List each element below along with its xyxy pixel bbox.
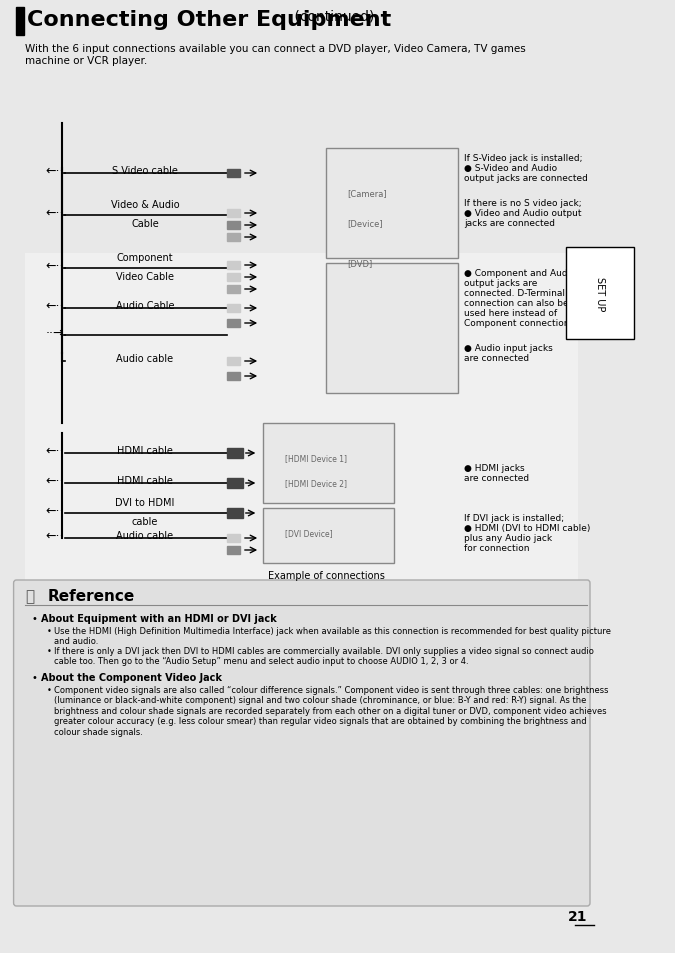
Text: ● HDMI (DVI to HDMI cable): ● HDMI (DVI to HDMI cable) xyxy=(464,523,591,533)
Text: If DVI jack is installed;: If DVI jack is installed; xyxy=(464,514,564,522)
Text: ● Video and Audio output: ● Video and Audio output xyxy=(464,209,582,218)
Text: ←··: ←·· xyxy=(45,504,64,517)
Text: ● Component and Audio: ● Component and Audio xyxy=(464,269,576,277)
Text: ←··: ←·· xyxy=(45,164,64,177)
Text: If there is only a DVI jack then DVI to HDMI cables are commercially available. : If there is only a DVI jack then DVI to … xyxy=(55,646,594,666)
Bar xyxy=(227,222,240,230)
Bar xyxy=(227,357,240,366)
Text: are connected: are connected xyxy=(464,474,529,482)
Text: •: • xyxy=(47,626,55,636)
Bar xyxy=(227,509,243,518)
Bar xyxy=(227,373,240,380)
Text: for connection: for connection xyxy=(464,543,529,553)
Bar xyxy=(16,8,24,36)
Text: ←··: ←·· xyxy=(45,259,64,273)
Text: ←··: ←·· xyxy=(45,474,64,487)
Text: [DVI Device]: [DVI Device] xyxy=(286,529,333,537)
Text: Component connection.: Component connection. xyxy=(464,318,572,328)
Text: 📖: 📖 xyxy=(26,588,34,603)
Bar xyxy=(227,478,243,489)
Text: plus any Audio jack: plus any Audio jack xyxy=(464,534,552,542)
Text: Component: Component xyxy=(117,253,173,263)
Text: With the 6 input connections available you can connect a DVD player, Video Camer: With the 6 input connections available y… xyxy=(26,44,526,66)
Text: are connected: are connected xyxy=(464,354,529,363)
Text: If there is no S video jack;: If there is no S video jack; xyxy=(464,199,582,208)
Text: ←··: ←·· xyxy=(45,299,64,313)
Text: Audio Cable: Audio Cable xyxy=(115,301,174,311)
Text: output jacks are connected: output jacks are connected xyxy=(464,173,588,183)
FancyBboxPatch shape xyxy=(14,580,590,906)
Text: Example of connections: Example of connections xyxy=(268,571,385,580)
Bar xyxy=(227,262,240,270)
Text: Cable: Cable xyxy=(131,219,159,229)
Text: ● Audio input jacks: ● Audio input jacks xyxy=(464,344,553,353)
Text: •: • xyxy=(47,646,55,656)
Text: ● HDMI jacks: ● HDMI jacks xyxy=(464,463,524,473)
Text: SET UP: SET UP xyxy=(595,276,605,311)
Text: Component video signals are also called “colour difference signals.” Component v: Component video signals are also called … xyxy=(55,685,609,736)
Text: Use the HDMI (High Definition Multimedia Interface) jack when available as this : Use the HDMI (High Definition Multimedia… xyxy=(55,626,612,646)
Text: ··→: ··→ xyxy=(45,326,64,339)
Text: cable: cable xyxy=(132,517,158,526)
Bar xyxy=(227,274,240,282)
Bar xyxy=(326,149,458,258)
Text: •: • xyxy=(32,672,40,682)
Text: S Video cable: S Video cable xyxy=(112,166,178,175)
Text: About the Component Video Jack: About the Component Video Jack xyxy=(40,672,222,682)
Bar xyxy=(227,233,240,242)
Bar xyxy=(326,264,458,394)
Text: ←··: ←·· xyxy=(45,529,64,542)
Text: ←··: ←·· xyxy=(45,444,64,457)
Text: [HDMI Device 2]: [HDMI Device 2] xyxy=(286,479,348,488)
Text: [HDMI Device 1]: [HDMI Device 1] xyxy=(286,454,348,463)
Bar xyxy=(227,319,240,328)
Text: •: • xyxy=(32,614,40,623)
Bar xyxy=(227,210,240,218)
Text: DVI to HDMI: DVI to HDMI xyxy=(115,497,175,507)
Text: connected. D-Terminal: connected. D-Terminal xyxy=(464,289,565,297)
Bar xyxy=(227,449,243,458)
Text: Video & Audio: Video & Audio xyxy=(111,200,180,210)
Text: [Camera]: [Camera] xyxy=(347,190,387,198)
Text: used here instead of: used here instead of xyxy=(464,309,557,317)
Text: Audio cable: Audio cable xyxy=(117,531,173,540)
Text: Audio cable: Audio cable xyxy=(117,354,173,364)
Text: •: • xyxy=(47,685,55,695)
Text: [Device]: [Device] xyxy=(347,219,383,229)
Text: Reference: Reference xyxy=(47,588,134,603)
Text: 21: 21 xyxy=(568,909,587,923)
Text: ←··: ←·· xyxy=(45,206,64,219)
Bar xyxy=(263,423,394,503)
Bar xyxy=(227,170,240,178)
Text: (continued): (continued) xyxy=(290,10,375,24)
Bar xyxy=(227,305,240,313)
Bar xyxy=(263,509,394,563)
Text: connection can also be: connection can also be xyxy=(464,298,568,308)
Text: [DVD]: [DVD] xyxy=(347,259,373,268)
Bar xyxy=(227,535,240,542)
Text: Video Cable: Video Cable xyxy=(116,272,174,282)
Text: About Equipment with an HDMI or DVI jack: About Equipment with an HDMI or DVI jack xyxy=(40,614,277,623)
Bar xyxy=(227,286,240,294)
Text: HDMI cable: HDMI cable xyxy=(117,476,173,485)
Bar xyxy=(26,253,578,683)
Text: ● S-Video and Audio: ● S-Video and Audio xyxy=(464,164,557,172)
Text: If S-Video jack is installed;: If S-Video jack is installed; xyxy=(464,153,583,163)
Text: HDMI cable: HDMI cable xyxy=(117,446,173,456)
Bar xyxy=(227,546,240,555)
Text: output jacks are: output jacks are xyxy=(464,278,537,288)
Text: jacks are connected: jacks are connected xyxy=(464,219,555,228)
Text: Connecting Other Equipment: Connecting Other Equipment xyxy=(27,10,391,30)
